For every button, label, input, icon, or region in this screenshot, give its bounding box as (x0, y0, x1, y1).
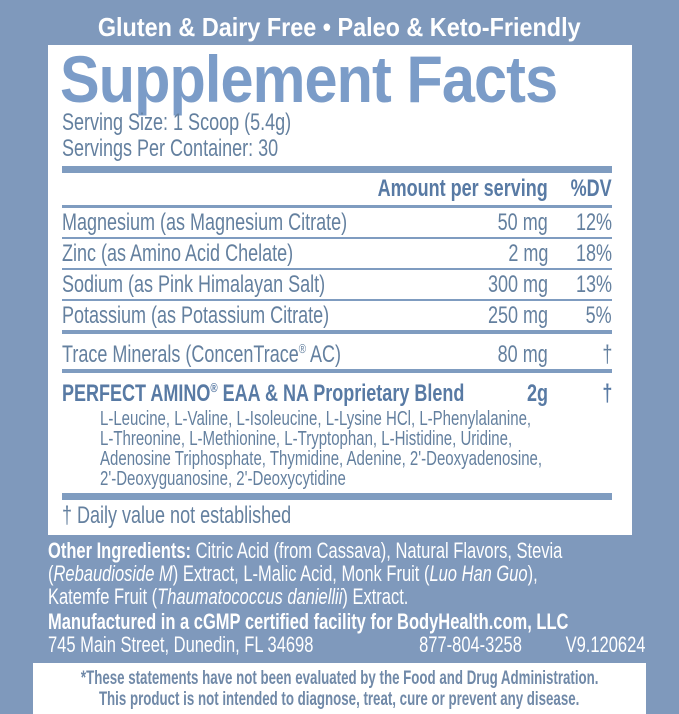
nutrient-amount: 300 mg (487, 271, 548, 298)
thick-divider (62, 493, 612, 500)
blend-ingredient-list: L-Leucine, L-Valine, L-Isoleucine, L-Lys… (62, 409, 612, 489)
divider (62, 205, 612, 208)
nutrient-name: Sodium (as Pink Himalayan Salt) (62, 271, 326, 298)
other-ingredients-line: Katemfe Fruit (Thaumatococcus daniellii)… (48, 584, 409, 609)
supplement-label: { "banner": { "text": "Gluten & Dairy Fr… (0, 10, 679, 714)
nutrient-dv: 13% (575, 271, 612, 298)
fda-disclaimer-box: *These statements have not been evaluate… (33, 663, 646, 714)
divider (62, 299, 612, 301)
blend-ingredient-line: L-Threonine, L-Methionine, L-Tryptophan,… (100, 428, 513, 450)
dv-label: %DV (570, 175, 612, 202)
panel-title: Supplement Facts (60, 42, 558, 116)
amount-per-serving-label: Amount per serving (377, 175, 548, 202)
serving-size: Serving Size: 1 Scoop (5.4g) (62, 109, 292, 136)
table-row: Sodium (as Pink Himalayan Salt) 300 mg 1… (62, 270, 612, 299)
table-header: Amount per serving %DV (62, 173, 612, 205)
banner-text: Gluten & Dairy Free • Paleo & Keto-Frien… (98, 11, 581, 42)
table-row: Potassium (as Potassium Citrate) 250 mg … (62, 301, 612, 330)
banner: Gluten & Dairy Free • Paleo & Keto-Frien… (0, 10, 679, 44)
manufactured-line: Manufactured in a cGMP certified facilit… (48, 609, 569, 634)
disclaimer-line: *These statements have not been evaluate… (80, 667, 599, 689)
blend-ingredient-line: 2'-Deoxyguanosine, 2'-Deoxycytidine (100, 468, 346, 490)
nutrient-dv: 18% (575, 240, 612, 267)
divider (62, 369, 612, 373)
blend-ingredient-line: L-Leucine, L-Valine, L-Isoleucine, L-Lys… (100, 408, 532, 430)
other-ingredients: Other Ingredients: Citric Acid (from Cas… (48, 539, 632, 608)
blend-name: PERFECT AMINO® EAA & NA Proprietary Blen… (62, 380, 465, 407)
thick-divider (62, 166, 612, 173)
street-address: 745 Main Street, Dunedin, FL 34698 (48, 632, 314, 657)
table-row-proprietary-blend: PERFECT AMINO® EAA & NA Proprietary Blen… (62, 373, 612, 408)
divider (62, 330, 612, 334)
nutrient-dv: 5% (585, 302, 612, 329)
table-row-trace-minerals: Trace Minerals (ConcenTrace® AC) 80 mg † (62, 334, 612, 369)
disclaimer-line: This product is not intended to diagnose… (99, 688, 580, 710)
version-number: V9.120624 (565, 632, 646, 657)
blend-ingredient-line: Adenosine Triphosphate, Thymidine, Adeni… (100, 448, 543, 470)
nutrient-amount: 80 mg (497, 341, 548, 368)
nutrient-name: Magnesium (as Magnesium Citrate) (62, 209, 348, 236)
blend-amount: 2g (526, 380, 548, 407)
phone-number: 877-804-3258 (418, 632, 522, 657)
other-ingredients-line: Other Ingredients: Citric Acid (from Cas… (48, 538, 563, 563)
servings-per-container: Servings Per Container: 30 (62, 135, 279, 162)
table-row: Zinc (as Amino Acid Chelate) 2 mg 18% (62, 239, 612, 268)
other-ingredients-line: (Rebaudioside M) Extract, L-Malic Acid, … (48, 561, 538, 586)
dv-footnote: † Daily value not established (62, 502, 292, 529)
manufacturer-info: Manufactured in a cGMP certified facilit… (48, 609, 645, 657)
nutrient-name: Trace Minerals (ConcenTrace® AC) (62, 341, 342, 368)
blend-dv: † (601, 380, 612, 407)
table-row: Magnesium (as Magnesium Citrate) 50 mg 1… (62, 208, 612, 237)
nutrient-dv: † (601, 341, 612, 368)
nutrient-amount: 50 mg (497, 209, 548, 236)
address-line: 745 Main Street, Dunedin, FL 34698 877-8… (48, 632, 645, 657)
nutrient-amount: 2 mg (507, 240, 548, 267)
divider (62, 237, 612, 239)
nutrient-amount: 250 mg (487, 302, 548, 329)
divider (62, 268, 612, 270)
nutrient-name: Potassium (as Potassium Citrate) (62, 302, 330, 329)
nutrient-dv: 12% (575, 209, 612, 236)
supplement-facts-panel: Supplement Facts Serving Size: 1 Scoop (… (48, 45, 632, 535)
nutrient-name: Zinc (as Amino Acid Chelate) (62, 240, 294, 267)
